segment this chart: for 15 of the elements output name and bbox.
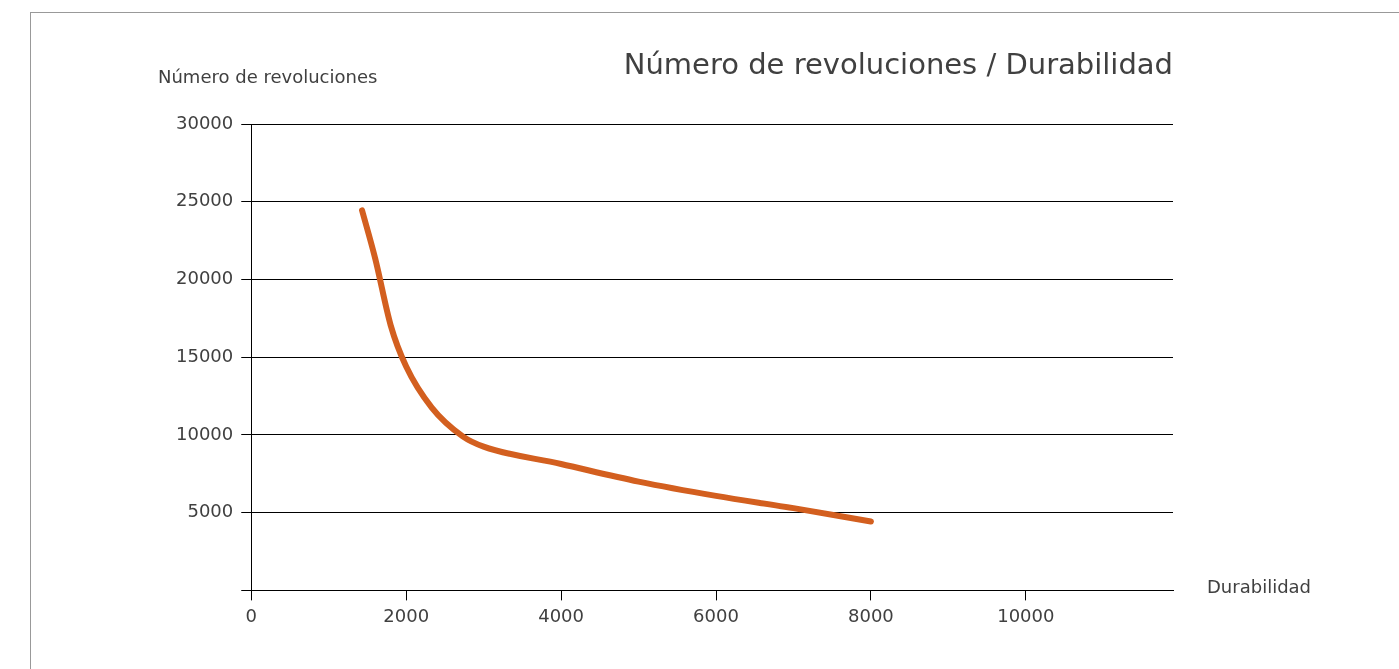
y-tick-label: 5000 bbox=[187, 500, 234, 522]
x-tick-label: 0 bbox=[245, 604, 257, 626]
y-tick-label: 15000 bbox=[176, 344, 234, 366]
x-tick-label: 8000 bbox=[848, 604, 894, 626]
y-tick-label: 30000 bbox=[176, 111, 234, 133]
x-tick-label: 10000 bbox=[997, 604, 1055, 626]
x-tick-label: 6000 bbox=[693, 604, 739, 626]
x-axis-title: Durabilidad bbox=[1207, 576, 1312, 598]
y-tick-label: 25000 bbox=[176, 189, 234, 211]
x-tick-label: 4000 bbox=[538, 604, 584, 626]
y-tick-label: 20000 bbox=[176, 267, 234, 289]
y-tick-label: 10000 bbox=[176, 422, 234, 444]
chart-title: Número de revoluciones / Durabilidad bbox=[623, 46, 1173, 81]
x-tick-label: 2000 bbox=[383, 604, 430, 626]
y-axis-title: Número de revoluciones bbox=[158, 65, 378, 87]
